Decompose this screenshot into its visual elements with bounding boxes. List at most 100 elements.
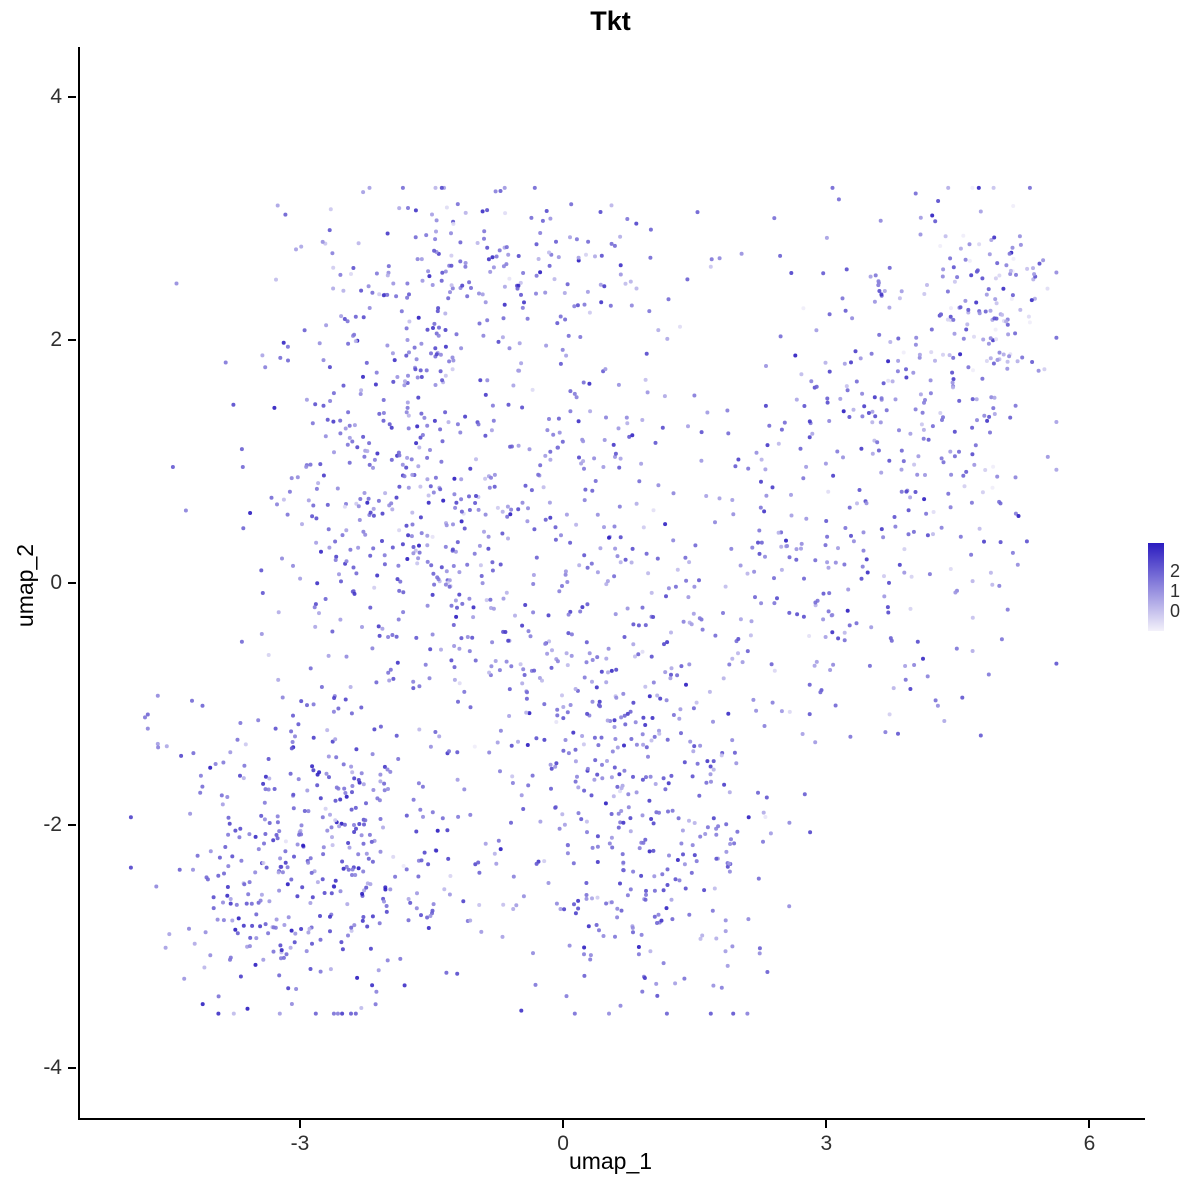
scatter-point — [313, 402, 318, 407]
scatter-point — [958, 246, 963, 251]
scatter-point — [624, 415, 629, 420]
scatter-point — [705, 759, 710, 764]
scatter-point — [690, 774, 695, 779]
scatter-point — [983, 309, 988, 314]
scatter-point — [990, 582, 995, 587]
scatter-point — [827, 591, 832, 596]
y-tick-label: 4 — [50, 84, 62, 108]
scatter-point — [568, 409, 573, 414]
scatter-point — [320, 877, 325, 882]
scatter-point — [494, 861, 499, 866]
scatter-point — [520, 500, 525, 505]
scatter-point — [673, 877, 678, 882]
scatter-point — [433, 475, 438, 480]
scatter-point — [359, 771, 364, 776]
scatter-point — [835, 449, 840, 454]
scatter-point — [391, 379, 396, 384]
scatter-point — [649, 590, 654, 595]
scatter-point — [668, 676, 673, 681]
scatter-point — [657, 728, 661, 733]
scatter-point — [299, 927, 304, 931]
scatter-point — [893, 524, 898, 529]
scatter-point — [618, 560, 623, 565]
scatter-point — [292, 940, 297, 945]
scatter-point — [593, 479, 598, 483]
scatter-point — [902, 570, 907, 575]
scatter-point — [595, 895, 600, 900]
scatter-point — [962, 484, 967, 489]
scatter-point — [282, 923, 287, 927]
scatter-point — [1036, 368, 1041, 373]
scatter-point — [456, 699, 460, 704]
scatter-point — [904, 367, 908, 372]
scatter-point — [344, 654, 349, 659]
scatter-point — [205, 877, 210, 882]
scatter-point — [697, 793, 702, 798]
scatter-point — [486, 257, 491, 262]
scatter-point — [281, 955, 286, 960]
scatter-point — [397, 484, 402, 489]
scatter-point — [439, 459, 444, 464]
scatter-point — [753, 595, 757, 600]
scatter-point — [930, 213, 935, 218]
scatter-point — [663, 787, 668, 792]
scatter-point — [669, 897, 674, 902]
scatter-point — [468, 466, 473, 471]
scatter-point — [359, 1006, 364, 1010]
scatter-point — [787, 904, 792, 909]
scatter-point — [432, 418, 437, 423]
scatter-point — [807, 634, 812, 638]
scatter-point — [878, 218, 883, 223]
scatter-point — [977, 242, 982, 247]
scatter-point — [476, 507, 481, 512]
scatter-point — [736, 637, 741, 641]
scatter-point — [649, 738, 654, 743]
scatter-point — [247, 944, 252, 949]
scatter-point — [946, 185, 951, 190]
scatter-point — [310, 895, 315, 900]
scatter-point — [327, 775, 331, 780]
scatter-point — [335, 1011, 340, 1016]
scatter-point — [714, 856, 719, 861]
scatter-point — [569, 653, 574, 658]
scatter-point — [352, 332, 357, 337]
scatter-point — [554, 239, 558, 244]
scatter-point — [631, 642, 636, 647]
scatter-point — [288, 771, 293, 776]
scatter-point — [233, 828, 238, 833]
scatter-point — [191, 751, 196, 756]
scatter-point — [540, 218, 545, 223]
scatter-point — [400, 542, 405, 547]
scatter-point — [619, 908, 624, 913]
scatter-point — [404, 523, 409, 528]
scatter-point — [703, 832, 708, 836]
scatter-point — [678, 324, 682, 329]
scatter-point — [314, 486, 319, 491]
scatter-point — [263, 774, 268, 779]
scatter-point — [1027, 185, 1032, 190]
scatter-point — [548, 762, 553, 767]
scatter-point — [467, 649, 472, 654]
scatter-point — [385, 767, 390, 772]
scatter-point — [326, 754, 331, 759]
scatter-point — [562, 907, 567, 912]
scatter-point — [339, 314, 344, 319]
legend-tick-label: 2 — [1170, 560, 1181, 581]
scatter-point — [259, 568, 264, 573]
scatter-point — [550, 648, 554, 653]
scatter-point — [221, 760, 226, 765]
scatter-point — [445, 828, 450, 833]
scatter-point — [305, 703, 309, 708]
scatter-point — [860, 391, 865, 396]
scatter-point — [289, 746, 294, 751]
scatter-point — [337, 824, 342, 829]
scatter-point — [411, 686, 416, 691]
scatter-point — [556, 445, 560, 450]
scatter-point — [425, 327, 430, 332]
scatter-point — [585, 565, 590, 570]
scatter-point — [531, 573, 536, 577]
scatter-point — [626, 805, 631, 810]
scatter-point — [383, 491, 388, 496]
scatter-point — [425, 533, 430, 538]
